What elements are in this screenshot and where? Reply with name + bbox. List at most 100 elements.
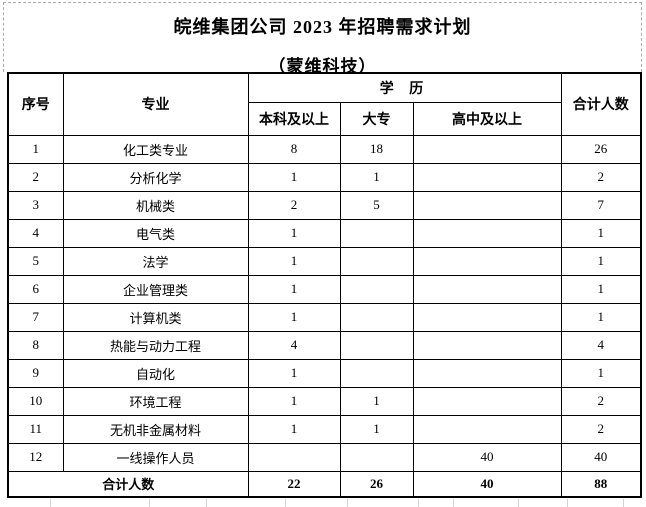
gridline-segment — [623, 499, 624, 507]
row-college-cell — [339, 302, 414, 332]
row-highschool-cell — [412, 162, 562, 192]
row-bachelor-cell: 1 — [247, 218, 341, 248]
row-college-cell: 1 — [339, 386, 414, 416]
gridline-segment — [149, 499, 150, 507]
table-row: 11 无机非金属材料 1 1 2 — [7, 414, 642, 444]
row-highschool-cell — [412, 414, 562, 444]
row-bachelor-cell: 4 — [247, 330, 341, 360]
row-total-cell: 1 — [560, 246, 642, 276]
row-highschool-cell — [412, 274, 562, 304]
row-bachelor-cell: 1 — [247, 414, 341, 444]
row-major-cell: 机械类 — [62, 190, 249, 220]
row-college-cell: 1 — [339, 414, 414, 444]
total-label-cell: 合计人数 — [7, 470, 249, 498]
row-highschool-cell — [412, 302, 562, 332]
table-total-row: 合计人数 22 26 40 88 — [7, 470, 642, 498]
table-row: 8 热能与动力工程 4 4 — [7, 330, 642, 360]
row-bachelor-cell: 1 — [247, 358, 341, 388]
row-bachelor-cell: 8 — [247, 134, 341, 164]
table-row: 4 电气类 1 1 — [7, 218, 642, 248]
row-no-cell: 1 — [7, 134, 64, 164]
table-row: 7 计算机类 1 1 — [7, 302, 642, 332]
total-bachelor-cell: 22 — [247, 470, 341, 498]
row-no-cell: 3 — [7, 190, 64, 220]
row-major-cell: 一线操作人员 — [62, 442, 249, 472]
row-total-cell: 1 — [560, 218, 642, 248]
row-total-cell: 1 — [560, 358, 642, 388]
row-no-cell: 9 — [7, 358, 64, 388]
header-bachelor: 本科及以上 — [247, 101, 341, 136]
row-highschool-cell — [412, 218, 562, 248]
row-major-cell: 法学 — [62, 246, 249, 276]
row-no-cell: 11 — [7, 414, 64, 444]
table-row: 10 环境工程 1 1 2 — [7, 386, 642, 416]
header-no: 序号 — [7, 72, 64, 136]
row-highschool-cell — [412, 358, 562, 388]
row-college-cell — [339, 246, 414, 276]
row-college-cell: 5 — [339, 190, 414, 220]
row-highschool-cell — [412, 330, 562, 360]
row-bachelor-cell: 1 — [247, 246, 341, 276]
row-highschool-cell — [412, 386, 562, 416]
row-highschool-cell — [412, 134, 562, 164]
row-total-cell: 26 — [560, 134, 642, 164]
row-no-cell: 5 — [7, 246, 64, 276]
row-major-cell: 自动化 — [62, 358, 249, 388]
row-bachelor-cell — [247, 442, 341, 472]
row-college-cell: 1 — [339, 162, 414, 192]
gridline-segment — [418, 499, 419, 507]
header-education: 学 历 — [247, 72, 562, 103]
row-highschool-cell: 40 — [412, 442, 562, 472]
gridline-segment — [567, 499, 568, 507]
total-college-cell: 26 — [339, 470, 414, 498]
header-college: 大专 — [339, 101, 414, 136]
header-highschool: 高中及以上 — [412, 101, 562, 136]
row-college-cell: 18 — [339, 134, 414, 164]
row-no-cell: 12 — [7, 442, 64, 472]
row-college-cell — [339, 330, 414, 360]
row-total-cell: 2 — [560, 162, 642, 192]
row-college-cell — [339, 442, 414, 472]
table-row: 3 机械类 2 5 7 — [7, 190, 642, 220]
total-total-cell: 88 — [560, 470, 642, 498]
row-no-cell: 2 — [7, 162, 64, 192]
recruitment-table: 序号 专业 学 历 合计人数 本科及以上 大专 高中及以上 1 化工类专业 8 18 2… — [7, 72, 643, 498]
row-total-cell: 7 — [560, 190, 642, 220]
row-major-cell: 无机非金属材料 — [62, 414, 249, 444]
row-no-cell: 8 — [7, 330, 64, 360]
document-title-box: 皖维集团公司 2023 年招聘需求计划 （蒙维科技） — [3, 2, 642, 76]
row-major-cell: 分析化学 — [62, 162, 249, 192]
gridline-segment — [206, 499, 207, 507]
row-no-cell: 6 — [7, 274, 64, 304]
row-college-cell — [339, 358, 414, 388]
row-total-cell: 2 — [560, 414, 642, 444]
row-bachelor-cell: 2 — [247, 190, 341, 220]
row-no-cell: 10 — [7, 386, 64, 416]
gridline-segment — [453, 499, 454, 507]
table-row: 9 自动化 1 1 — [7, 358, 642, 388]
header-total: 合计人数 — [560, 72, 642, 136]
row-major-cell: 环境工程 — [62, 386, 249, 416]
row-major-cell: 化工类专业 — [62, 134, 249, 164]
row-college-cell — [339, 218, 414, 248]
row-major-cell: 计算机类 — [62, 302, 249, 332]
row-total-cell: 2 — [560, 386, 642, 416]
table-row: 1 化工类专业 8 18 26 — [7, 134, 642, 164]
row-total-cell: 1 — [560, 274, 642, 304]
gridline-segment — [347, 499, 348, 507]
row-total-cell: 1 — [560, 302, 642, 332]
row-total-cell: 4 — [560, 330, 642, 360]
row-highschool-cell — [412, 246, 562, 276]
row-bachelor-cell: 1 — [247, 162, 341, 192]
row-major-cell: 热能与动力工程 — [62, 330, 249, 360]
row-bachelor-cell: 1 — [247, 302, 341, 332]
row-major-cell: 企业管理类 — [62, 274, 249, 304]
row-total-cell: 40 — [560, 442, 642, 472]
document-subtitle: （蒙维科技） — [268, 57, 377, 76]
table-row: 5 法学 1 1 — [7, 246, 642, 276]
gridline-segment — [50, 499, 51, 507]
document-title: 皖维集团公司 2023 年招聘需求计划 — [173, 17, 472, 37]
gridline-segment — [285, 499, 286, 507]
row-bachelor-cell: 1 — [247, 274, 341, 304]
